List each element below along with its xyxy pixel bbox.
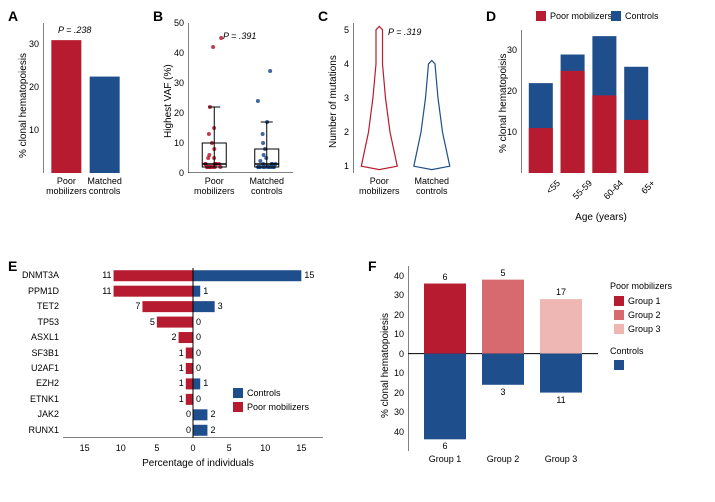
panel-f: F % clonal hematopoiesis Group 1Group 2G… [368,258,707,494]
panel-a: A % clonal hematopoiesis P = .238 Poormo… [8,8,148,228]
panel-c-pvalue: P = .319 [388,27,421,37]
panel-d-label: D [486,8,496,24]
panel-b-pvalue: P = .391 [223,31,256,41]
panel-f-label: F [368,258,377,274]
panel-f-plot [408,266,598,451]
panel-c: C Number of mutations P = .319 Poormobil… [318,8,478,228]
panel-d: D % clonal hematopoisis Poor mobilizersC… [486,8,707,233]
panel-c-plot [353,23,458,173]
panel-b-ylabel: Highest VAF (%) [163,64,174,138]
panel-d-xlabel: Age (years) [561,212,641,223]
panel-e: E DNMT3APPM1DTET2TP53ASXL1SF3B1U2AF1EZH2… [8,258,353,494]
panel-d-plot [521,30,656,173]
panel-b-plot [188,23,293,173]
panel-e-xlabel: Percentage of individuals [128,458,268,469]
panel-a-pvalue: P = .238 [58,25,91,35]
panel-b: B Highest VAF (%) P = .391 Poormobilizer… [153,8,313,228]
panel-a-ylabel: % clonal hematopoiesis [18,53,29,158]
panel-a-plot [43,23,128,173]
panel-a-label: A [8,8,18,24]
panel-b-label: B [153,8,163,24]
panel-c-label: C [318,8,328,24]
figure-root: A % clonal hematopoiesis P = .238 Poormo… [8,8,707,494]
panel-d-ylabel: % clonal hematopoisis [498,54,509,154]
